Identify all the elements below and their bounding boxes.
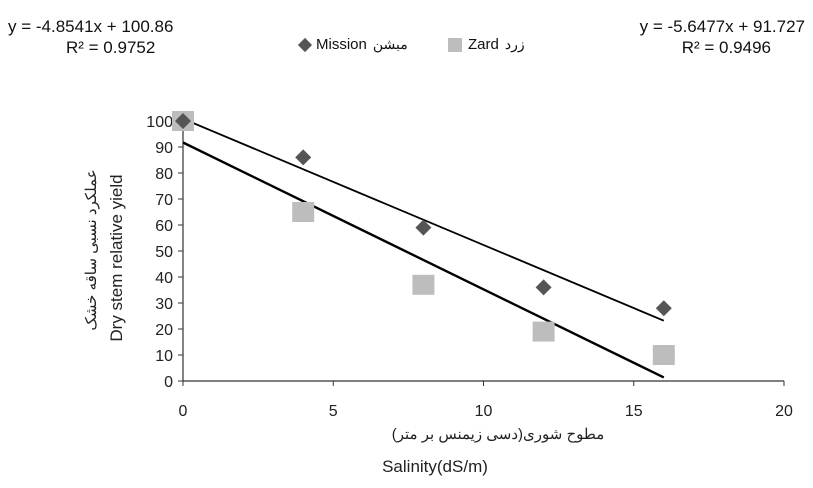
zard-trend-equation: y = -5.6477x + 91.727 R² = 0.9496 — [640, 16, 805, 58]
chart-points — [172, 111, 675, 365]
y-tick-label: 100 — [146, 114, 173, 131]
chart-axes — [178, 119, 785, 386]
point-zard — [412, 274, 435, 295]
x-axis-label-fa: مطوح شوری(دسی زیمنس بر متر) — [392, 426, 605, 443]
x-tick-label: 5 — [329, 403, 338, 420]
point-mission — [415, 219, 432, 236]
x-axis-label: Salinity(dS/m) — [382, 457, 488, 476]
y-tick-label: 80 — [155, 166, 173, 183]
y-axis-label-fa: عملکرد نسبی ساقه خشک — [83, 169, 100, 330]
legend-label-mission-fa: مبشن — [372, 36, 408, 52]
y-tick-label: 40 — [155, 270, 173, 287]
legend-label-zard: Zard — [468, 36, 499, 53]
y-tick-label: 60 — [155, 218, 173, 235]
mission-equation-text: y = -4.8541x + 100.86 — [8, 17, 174, 36]
y-tick-label: 20 — [155, 322, 173, 339]
chart-trendlines — [182, 117, 665, 379]
y-tick-label: 70 — [155, 192, 173, 209]
x-tick-label: 20 — [775, 403, 793, 420]
point-zard — [652, 345, 675, 365]
legend-label-zard-fa: زرد — [504, 36, 525, 52]
legend-item-mission: Mission مبشن — [297, 36, 408, 53]
mission-r2-text: R² = 0.9752 — [66, 38, 156, 57]
legend-item-zard: Zard زرد — [448, 36, 525, 53]
point-mission — [295, 149, 312, 166]
point-mission — [655, 300, 672, 317]
zard-r2-text: R² = 0.9496 — [681, 38, 771, 57]
x-tick-label: 10 — [475, 403, 493, 420]
y-tick-label: 0 — [164, 374, 173, 391]
chart-tick-labels: 0 10 20 30 40 50 60 70 80 90 100 0 5 10 15 20 — [146, 114, 793, 420]
point-mission — [535, 279, 552, 296]
legend-label-mission: Mission — [316, 36, 367, 53]
y-tick-label: 50 — [155, 244, 173, 261]
y-tick-label: 10 — [155, 348, 173, 365]
point-zard — [532, 321, 555, 342]
y-axis-label: Dry stem relative yield — [107, 174, 126, 341]
point-zard — [292, 202, 315, 222]
point-mission — [175, 113, 191, 129]
y-tick-label: 90 — [155, 140, 173, 157]
x-tick-label: 0 — [179, 403, 188, 420]
y-tick-label: 30 — [155, 296, 173, 313]
mission-trend-equation: y = -4.8541x + 100.86 R² = 0.9752 — [8, 16, 173, 58]
square-marker-icon — [448, 37, 462, 52]
trendline-zard — [182, 141, 665, 379]
zard-equation-text: y = -5.6477x + 91.727 — [639, 17, 805, 36]
x-tick-label: 15 — [625, 403, 643, 420]
